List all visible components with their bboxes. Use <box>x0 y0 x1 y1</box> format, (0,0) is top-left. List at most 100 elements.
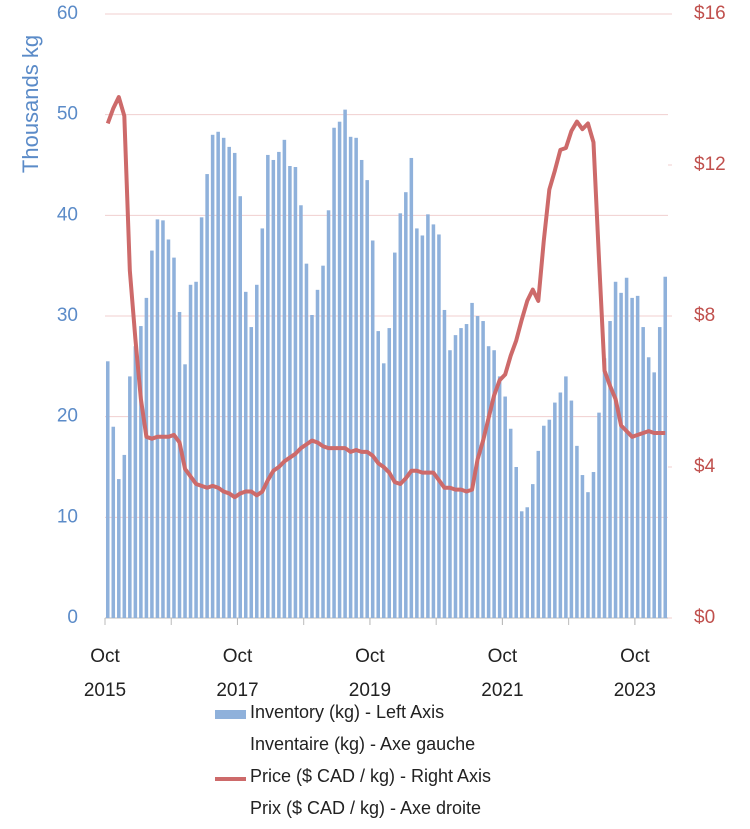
bar <box>177 311 182 618</box>
bar <box>155 219 160 619</box>
bar <box>586 492 590 618</box>
bar <box>597 412 601 618</box>
y-tick-label: 10 <box>57 506 78 527</box>
bar <box>205 174 209 618</box>
bar <box>216 131 220 618</box>
bar <box>553 402 557 618</box>
legend-label: Inventory (kg) - Left Axis <box>250 702 445 722</box>
bar <box>221 137 226 618</box>
bar <box>630 297 634 618</box>
legend-label: Price ($ CAD / kg) - Right Axis <box>250 766 492 786</box>
bar <box>453 335 458 618</box>
bar <box>255 284 259 618</box>
bar <box>122 454 127 618</box>
bar <box>409 157 414 618</box>
y-tick-label: 20 <box>57 406 78 427</box>
bar <box>420 235 425 618</box>
bar <box>199 217 204 618</box>
bar <box>161 220 165 618</box>
bar <box>299 205 303 618</box>
bar <box>531 484 535 618</box>
x-tick-label: Oct 2017 <box>216 646 259 701</box>
bar <box>608 321 612 618</box>
bar <box>591 472 596 618</box>
bar <box>464 324 469 618</box>
bar <box>128 376 132 618</box>
y2-tick-label: $0 <box>694 607 715 628</box>
bar <box>398 213 403 618</box>
bar <box>381 363 386 618</box>
bar <box>492 350 496 618</box>
bar <box>359 159 364 618</box>
bar <box>459 328 463 618</box>
bar <box>117 479 121 618</box>
x-tick-label: Oct 2019 <box>348 646 392 701</box>
bar <box>183 364 187 618</box>
bar <box>166 239 171 618</box>
bar <box>635 295 640 618</box>
bar <box>260 228 265 619</box>
bar <box>282 139 287 619</box>
bar <box>315 289 320 618</box>
x-tick-label: Oct 2023 <box>613 646 657 701</box>
bar <box>310 314 314 618</box>
y2-tick-label: $8 <box>694 305 715 326</box>
y-tick-label: 50 <box>57 104 78 125</box>
bar <box>326 210 331 619</box>
bar <box>343 109 347 618</box>
bar <box>619 292 623 618</box>
legend-label-fr: Inventaire (kg) - Axe gauche <box>250 734 476 754</box>
bar <box>337 121 342 619</box>
legend-swatch <box>215 710 246 719</box>
bar <box>426 214 430 618</box>
bar <box>481 321 485 618</box>
bar <box>304 263 309 618</box>
bar <box>646 357 651 618</box>
bar <box>497 376 502 618</box>
bar <box>210 134 215 619</box>
price-line <box>105 95 666 500</box>
x-tick-label: Oct 2015 <box>83 646 127 701</box>
bar <box>624 277 629 618</box>
bar <box>133 346 138 618</box>
bar <box>564 376 568 618</box>
bar <box>370 240 375 618</box>
bar <box>663 276 668 618</box>
bar <box>558 392 563 618</box>
bar <box>111 426 116 618</box>
y-axis-label: Thousands kg <box>18 35 43 173</box>
bar <box>348 136 353 618</box>
y2-tick-label: $16 <box>694 3 726 24</box>
bar <box>194 281 198 618</box>
bar <box>238 196 242 618</box>
bar <box>144 297 149 618</box>
bar <box>404 192 408 618</box>
y-tick-label: 40 <box>57 204 78 225</box>
bar <box>569 400 574 618</box>
bar <box>486 346 491 618</box>
legend-label-fr: Prix ($ CAD / kg) - Axe droite <box>250 798 482 818</box>
y-tick-label: 0 <box>67 607 78 628</box>
bar <box>613 281 618 618</box>
bar <box>652 372 656 618</box>
bar <box>437 234 441 618</box>
bar <box>188 284 193 618</box>
bar <box>277 151 281 618</box>
bar <box>288 166 292 619</box>
bar <box>332 127 336 619</box>
bar <box>542 425 546 618</box>
x-tick-label: Oct 2021 <box>481 646 524 701</box>
bar <box>266 154 270 618</box>
bar <box>227 146 231 618</box>
bar <box>393 252 397 618</box>
bar <box>321 265 325 618</box>
bar <box>503 396 507 618</box>
bar <box>602 358 607 618</box>
y2-tick-label: $12 <box>694 154 726 175</box>
bar <box>415 228 419 619</box>
bar <box>354 137 358 618</box>
bar <box>150 250 154 619</box>
bar <box>365 180 369 618</box>
